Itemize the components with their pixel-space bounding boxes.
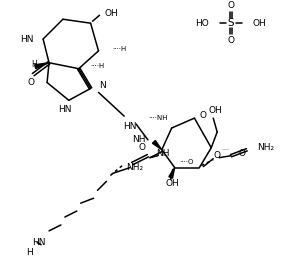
Polygon shape: [152, 140, 162, 150]
Text: OH: OH: [166, 179, 180, 188]
Text: O: O: [139, 143, 146, 152]
Text: NH: NH: [156, 149, 169, 158]
Text: ····O: ····O: [179, 159, 193, 165]
Text: O: O: [214, 151, 221, 160]
Polygon shape: [35, 63, 49, 69]
Text: S: S: [228, 18, 234, 28]
Text: O: O: [239, 149, 246, 158]
Text: OH: OH: [208, 106, 222, 115]
Text: HN: HN: [20, 35, 33, 44]
Text: NH₂: NH₂: [257, 143, 274, 152]
Text: O: O: [228, 1, 234, 10]
Text: OH: OH: [253, 19, 267, 28]
Text: ····H: ····H: [91, 63, 105, 69]
Text: H: H: [26, 248, 33, 257]
Text: O: O: [28, 78, 35, 87]
Text: H: H: [32, 60, 37, 69]
Text: ····H: ····H: [112, 46, 127, 52]
Polygon shape: [169, 167, 175, 178]
Text: NH₂: NH₂: [126, 163, 143, 172]
Text: O: O: [199, 111, 206, 120]
Text: NH: NH: [133, 135, 146, 144]
Text: HN: HN: [32, 238, 46, 247]
Text: HN: HN: [58, 105, 72, 114]
Text: HN: HN: [123, 122, 137, 131]
Text: O: O: [228, 36, 234, 45]
Text: HO: HO: [195, 19, 209, 28]
Text: ····NH: ····NH: [148, 115, 168, 121]
Text: ····: ····: [221, 147, 229, 152]
Text: N: N: [100, 81, 106, 90]
Text: OH: OH: [104, 9, 118, 18]
